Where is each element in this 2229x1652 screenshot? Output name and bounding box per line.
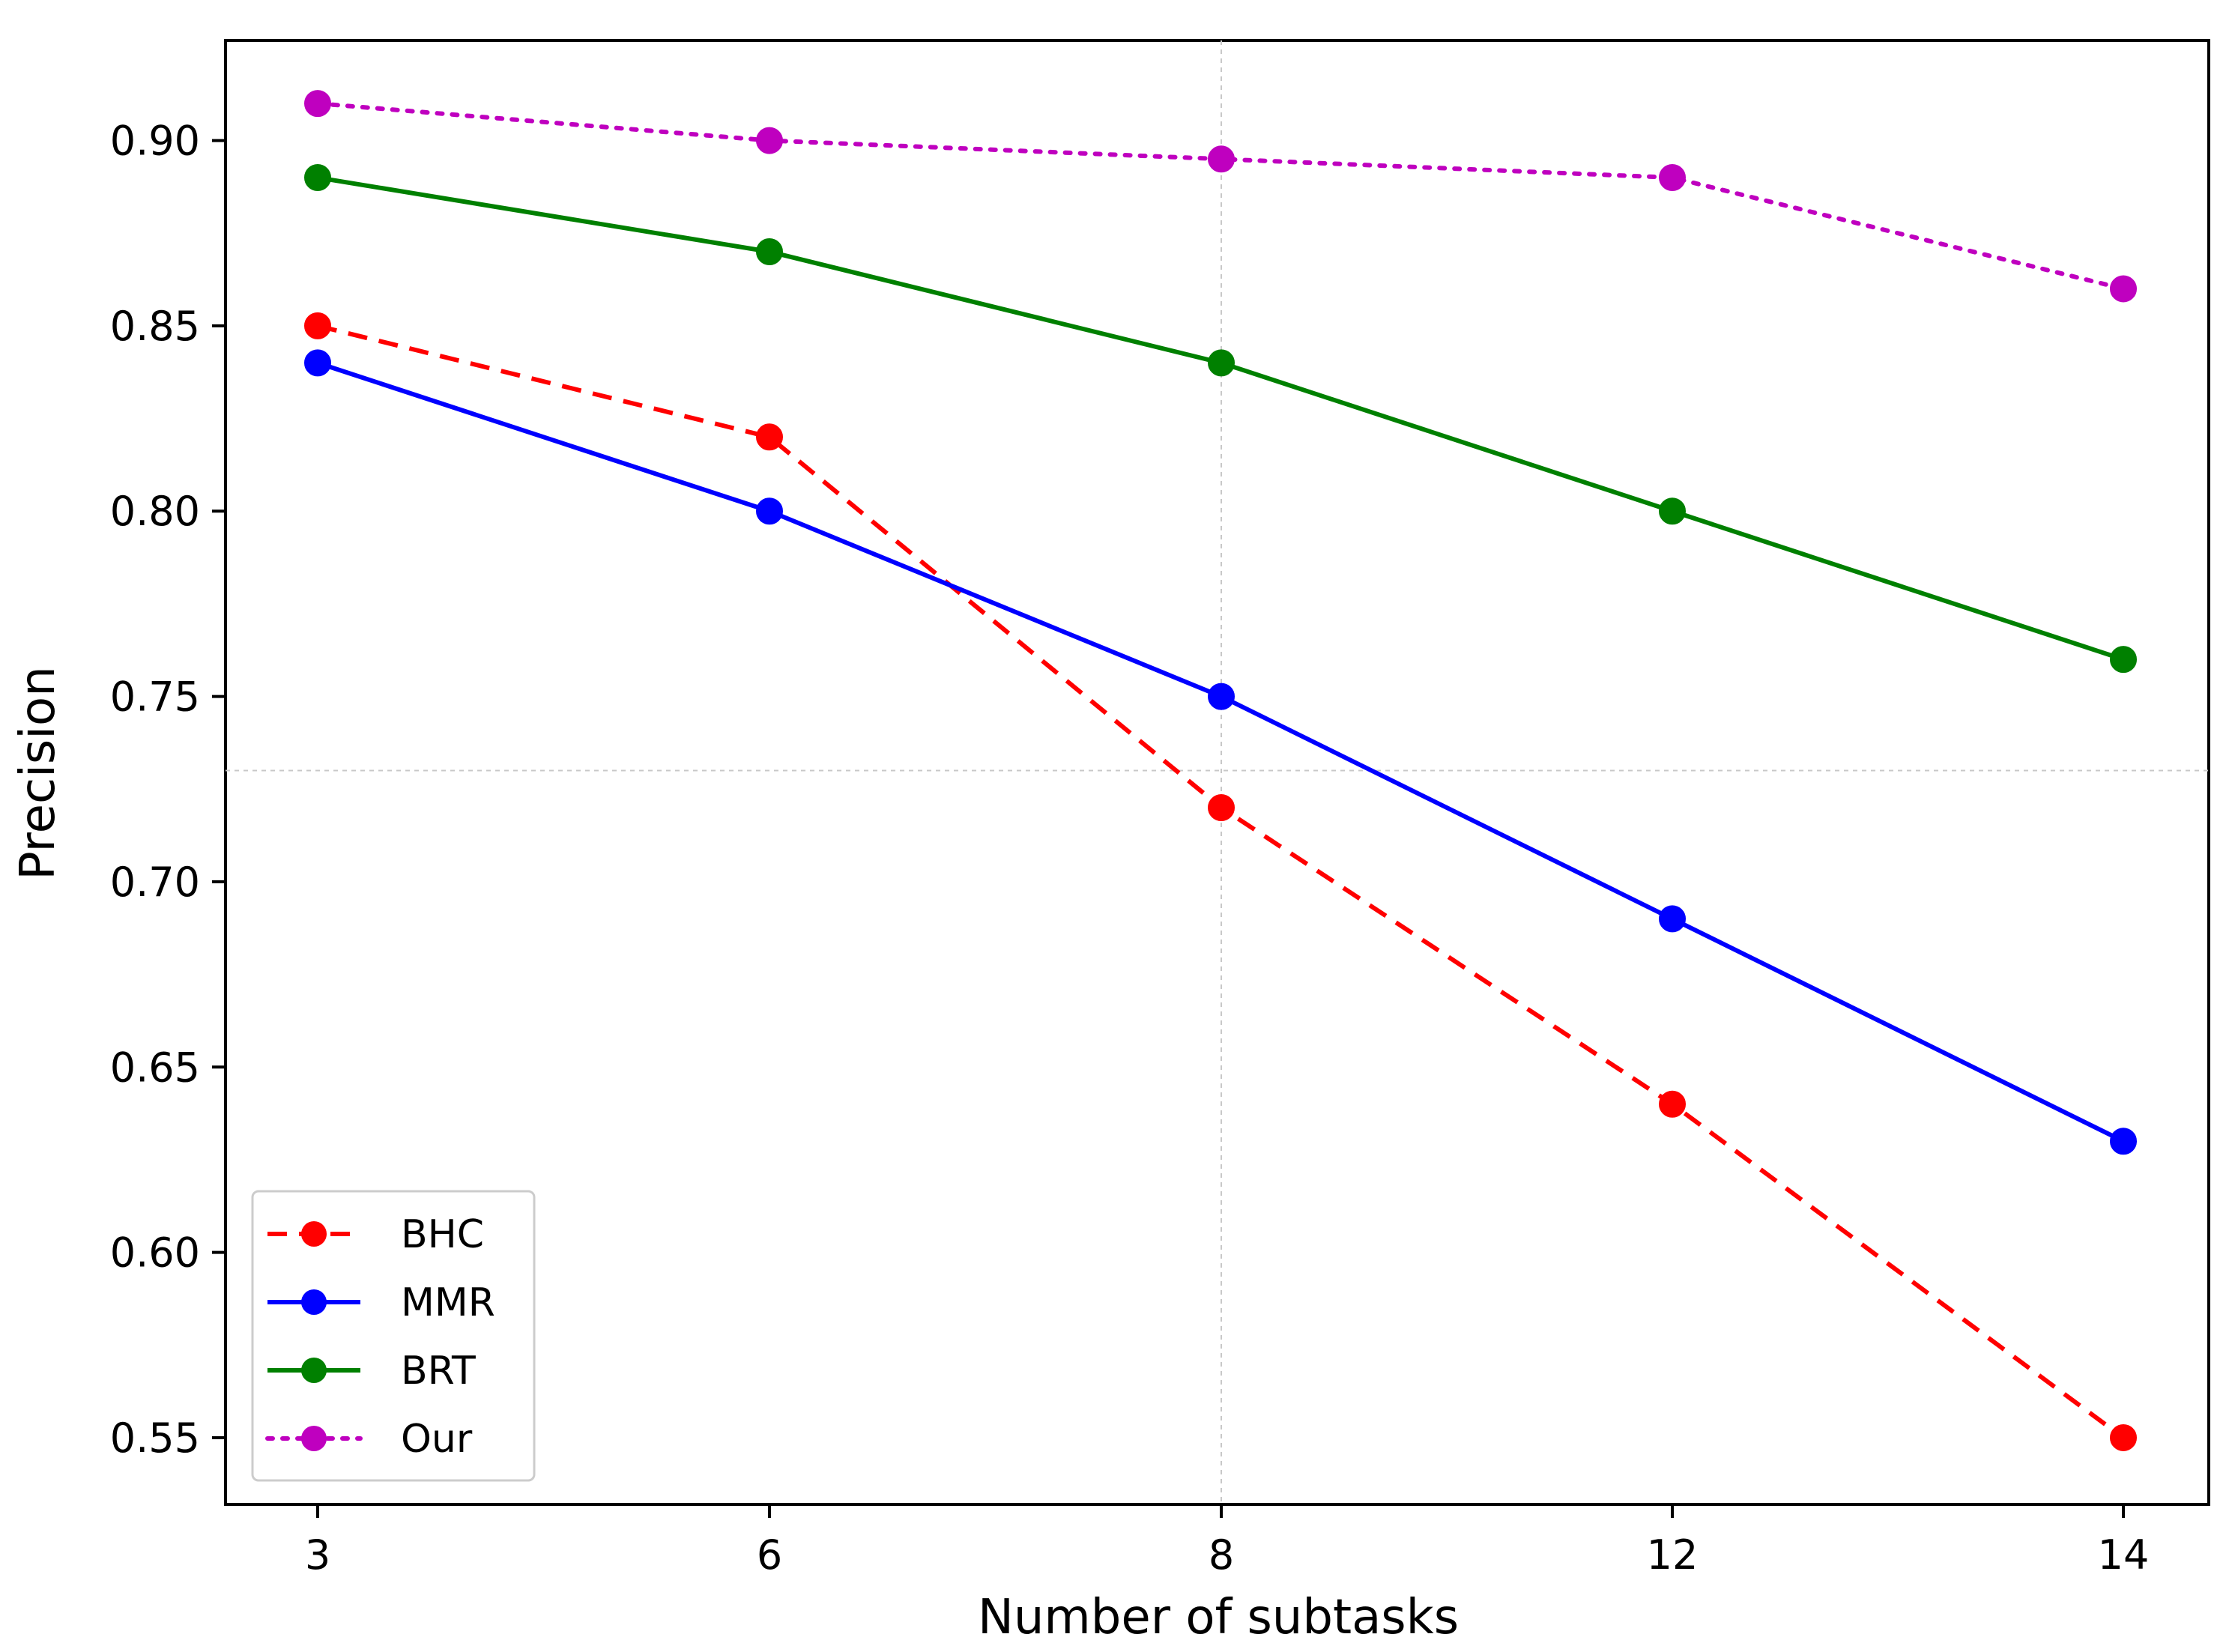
y-tick-label-0-75: 0.75 [110, 674, 200, 721]
x-tick-label-12: 12 [1647, 1531, 1699, 1579]
data-point-brt-6 [756, 237, 783, 265]
legend-marker-brt [301, 1358, 327, 1383]
series-points [304, 90, 2137, 1451]
y-tick-label-0-80: 0.80 [110, 488, 200, 535]
data-point-our-12 [1659, 164, 1686, 192]
data-point-mmr-14 [2110, 1128, 2137, 1155]
legend-marker-mmr [301, 1289, 327, 1315]
legend-label-mmr: MMR [401, 1280, 495, 1325]
y-tick-label-0-90: 0.90 [110, 118, 200, 165]
legend: BHC MMR BRT Our [251, 1190, 536, 1482]
data-point-mmr-8 [1208, 683, 1235, 710]
grid-lines [226, 40, 2209, 1504]
x-tick-label-8: 8 [1209, 1531, 1234, 1579]
legend-label-bhc: BHC [401, 1212, 484, 1257]
y-tick-label-0-85: 0.85 [110, 303, 200, 350]
data-point-our-3 [304, 90, 331, 118]
x-axis-label: Number of subtasks [978, 1590, 1459, 1645]
legend-box [251, 1190, 536, 1482]
data-point-mmr-12 [1659, 905, 1686, 933]
y-tick-label-0-55: 0.55 [110, 1415, 200, 1462]
x-tick-label-3: 3 [305, 1531, 330, 1579]
y-axis-label: Precision [10, 666, 66, 880]
data-point-our-6 [756, 127, 783, 154]
data-point-bhc-3 [304, 312, 331, 339]
legend-marker-our [301, 1426, 327, 1451]
y-tick-label-0-60: 0.60 [110, 1229, 200, 1277]
data-point-bhc-6 [756, 423, 783, 451]
x-tick-label-6: 6 [757, 1531, 782, 1579]
data-point-bhc-12 [1659, 1090, 1686, 1118]
legend-label-our: Our [401, 1417, 473, 1462]
y-tick-label-0-65: 0.65 [110, 1044, 200, 1091]
plot-area [224, 39, 2210, 1506]
data-point-mmr-3 [304, 349, 331, 377]
data-point-brt-12 [1659, 497, 1686, 525]
data-point-our-14 [2110, 275, 2137, 303]
data-point-bhc-8 [1208, 793, 1235, 821]
data-point-mmr-6 [756, 497, 783, 525]
data-point-brt-14 [2110, 646, 2137, 674]
data-point-brt-3 [304, 164, 331, 192]
plot-frame [224, 39, 2210, 1506]
legend-marker-bhc [301, 1221, 327, 1247]
x-axis: 3 6 8 12 14 [305, 1504, 2150, 1579]
data-point-our-8 [1208, 145, 1235, 173]
y-tick-label-0-70: 0.70 [110, 859, 200, 906]
y-axis: 0.55 0.60 0.65 0.70 0.75 0.80 0.85 0.90 [110, 118, 226, 1462]
x-tick-label-14: 14 [2098, 1531, 2150, 1579]
data-point-brt-8 [1208, 349, 1235, 377]
legend-label-brt: BRT [401, 1349, 476, 1394]
data-point-bhc-14 [2110, 1423, 2137, 1451]
